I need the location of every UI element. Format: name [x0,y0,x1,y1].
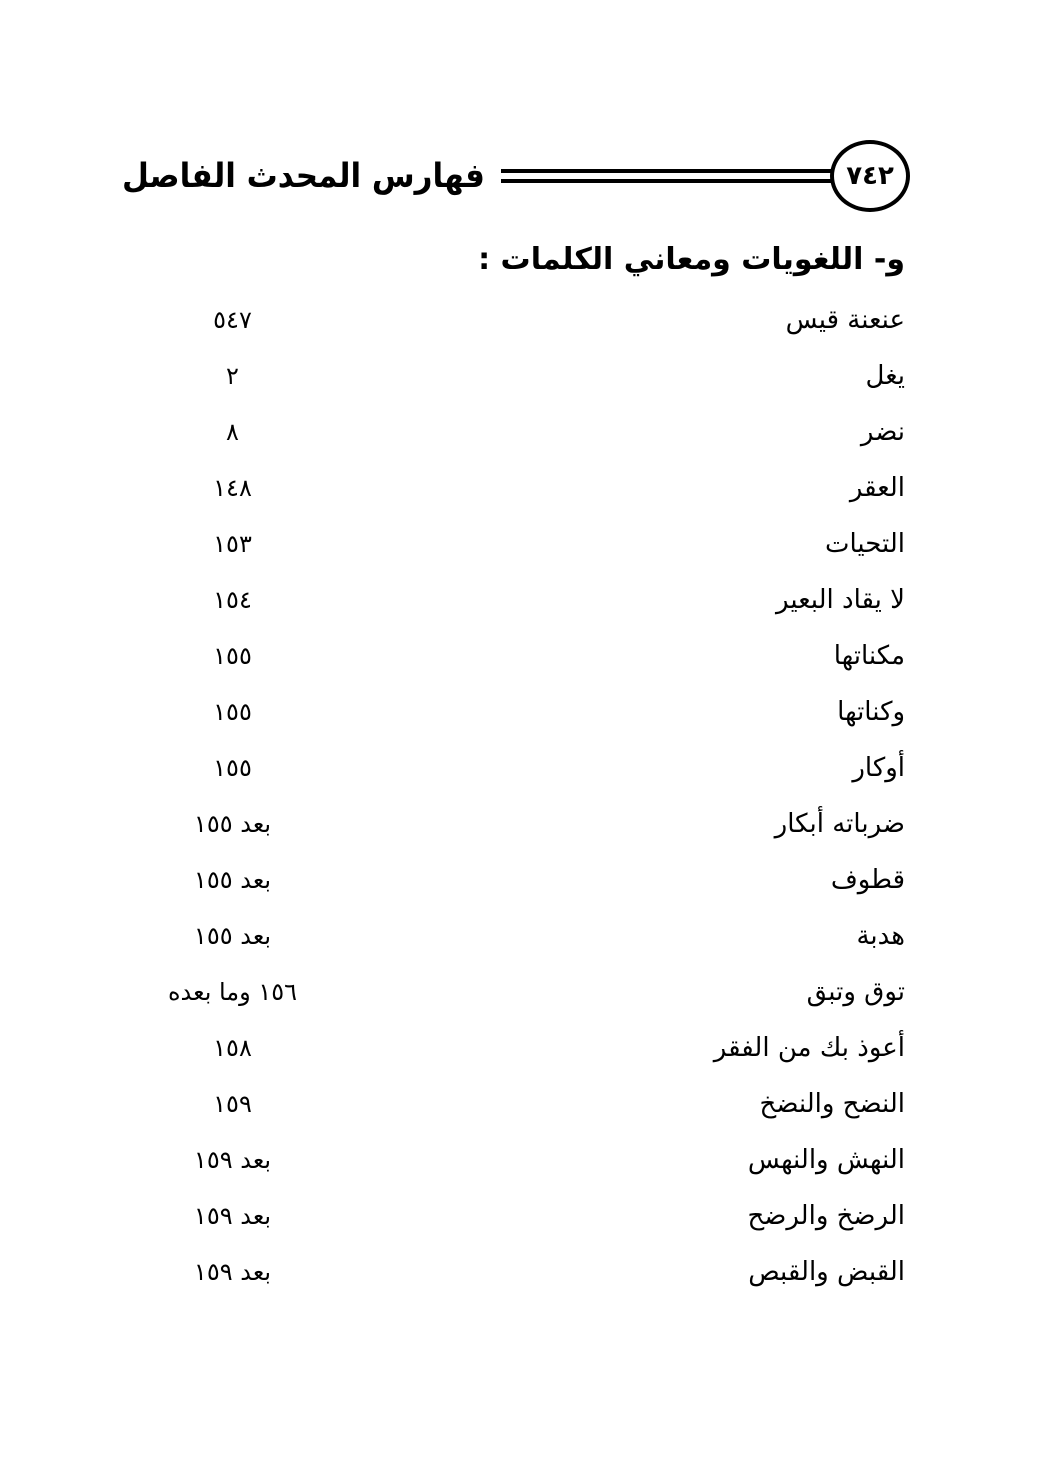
entry-term: نضر [860,417,905,447]
list-item: نضر ٨ [135,404,905,460]
entry-page-number: بعد ١٥٩ [193,1146,272,1174]
entry-page-number: ١٥٩ [213,1090,252,1118]
entry-page-number: ١٥٥ [213,642,252,670]
entry-term: توق وتبق [806,977,905,1007]
header-divider-rule [500,169,836,183]
entry-term: أوكار [852,753,905,783]
list-item: مكناتها ١٥٥ [135,628,905,684]
list-item: القبض والقبص بعد ١٥٩ [135,1244,905,1300]
list-item: قطوف بعد ١٥٥ [135,852,905,908]
entry-page-number: ٢ [226,362,239,390]
page-header: ٧٤٢ فهارس المحدث الفاصل [122,140,910,212]
list-item: هدبة بعد ١٥٥ [135,908,905,964]
entry-page-number: ١٥٤ [213,586,252,614]
list-item: الرضخ والرضح بعد ١٥٩ [135,1188,905,1244]
entry-term: التحيات [824,529,905,559]
entry-page-number: بعد ١٥٥ [193,866,272,894]
list-item: وكناتها ١٥٥ [135,684,905,740]
entry-page-number: بعد ١٥٩ [193,1202,272,1230]
entry-page-number: بعد ١٥٥ [193,810,272,838]
list-item: النهش والنهس بعد ١٥٩ [135,1132,905,1188]
entry-page-number: ١٤٨ [213,474,252,502]
entry-page-number: ١٥٣ [213,530,252,558]
entries-list: عنعنة قيس ٥٤٧ يغل ٢ نضر ٨ العقر ١٤٨ التحيات ١٥٣ لا… [135,292,905,1300]
list-item: النضح والنضخ ١٥٩ [135,1076,905,1132]
entry-term: ضرباته أبكار [774,809,905,839]
entry-term: لا يقاد البعير [776,585,905,615]
list-item: ضرباته أبكار بعد ١٥٥ [135,796,905,852]
entry-page-number: بعد ١٥٩ [193,1258,272,1286]
entry-page-number: ٥٤٧ [213,306,252,334]
page-number-badge: ٧٤٢ [830,140,910,212]
list-item: عنعنة قيس ٥٤٧ [135,292,905,348]
entry-term: العقر [849,473,905,503]
entry-page-number: بعد ١٥٥ [193,922,272,950]
list-item: أوكار ١٥٥ [135,740,905,796]
entry-page-number: ١٥٥ [213,754,252,782]
entry-page-number: ١٥٨ [213,1034,252,1062]
list-item: توق وتبق ١٥٦ وما بعده [135,964,905,1020]
entry-page-number: ١٥٥ [213,698,252,726]
book-title: فهارس المحدث الفاصل [122,156,486,196]
entry-term: النهش والنهس [747,1145,905,1175]
entry-term: يغل [865,361,905,391]
entry-term: وكناتها [837,697,905,727]
entry-page-number: ١٥٦ وما بعده [167,978,298,1006]
list-item: يغل ٢ [135,348,905,404]
list-item: لا يقاد البعير ١٥٤ [135,572,905,628]
entry-term: النضح والنضخ [759,1089,905,1119]
entry-page-number: ٨ [226,418,239,446]
list-item: التحيات ١٥٣ [135,516,905,572]
section-heading: و- اللغويات ومعاني الكلمات : [478,242,905,277]
entry-term: قطوف [830,865,905,895]
entry-term: مكناتها [833,641,905,671]
page-number: ٧٤٢ [846,161,894,191]
entry-term: القبض والقبص [748,1257,905,1287]
list-item: العقر ١٤٨ [135,460,905,516]
entry-term: هدبة [856,921,905,951]
list-item: أعوذ بك من الفقر ١٥٨ [135,1020,905,1076]
entry-term: أعوذ بك من الفقر [713,1033,905,1063]
entry-term: عنعنة قيس [785,305,905,335]
entry-term: الرضخ والرضح [747,1201,905,1231]
